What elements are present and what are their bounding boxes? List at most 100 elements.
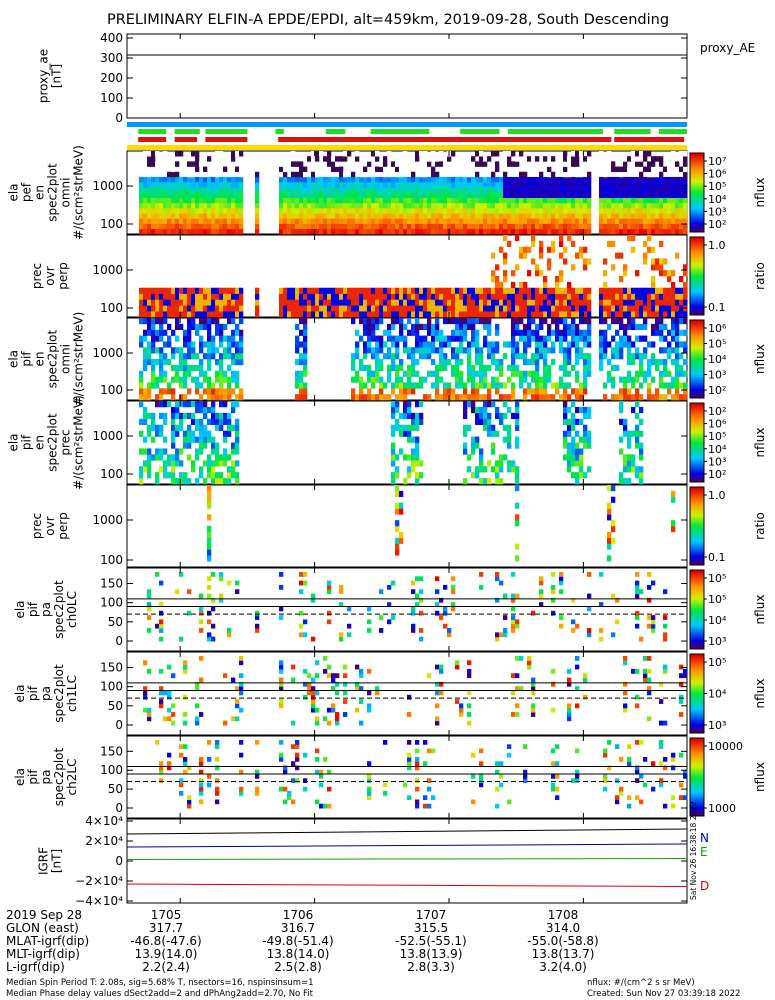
elaperf-omni-cell [471,156,476,162]
elapif-omni-cell [411,329,416,336]
elaperf-omni-cell [527,213,532,219]
elaperf-omni-cell [551,156,556,162]
elaperf-omni-cell [667,182,672,188]
prec-ovr-perp-i-cbar-cell [690,508,704,511]
pa-ch0-cell [635,610,640,616]
elaperf-omni-cell [179,166,184,173]
elapif-prec-cell [219,418,224,426]
elapif-omni-cell [411,388,416,395]
elaperf-omni-cell [235,223,240,230]
elapif-omni-cell [407,329,412,336]
elaperf-omni-cell [543,213,548,219]
prec-ovr-perp-e-cell [311,305,316,312]
elaperf-omni-cell [375,187,380,193]
elapif-omni-cell [559,335,564,342]
elapif-omni-cell [511,341,516,348]
prec-ovr-perp-e-cell [683,281,688,289]
elaperf-omni-cell [675,228,680,235]
elaperf-omni-cell [563,176,568,183]
pa-ch1-cell [551,707,556,713]
elaperf-omni-cell [503,202,508,209]
pa-ch0-cell [559,576,564,582]
elapif-omni-cell [455,318,460,325]
prec-ovr-perp-e-cell [299,305,304,312]
pa-ch1-cell [163,690,168,696]
prec-ovr-perp-e-cell [683,311,688,318]
elaperf-omni-cell [463,161,468,167]
pa-ch0-cell [415,593,420,599]
pa-ch0-cell [599,628,604,633]
elaperf-omni-cell [323,182,328,188]
elapif-omni-cell [483,323,488,331]
elaperf-omni-cell [191,171,196,178]
elaperf-omni-cell [503,197,508,204]
elaperf-omni-cell [343,213,348,219]
pa-ch0-cell [531,610,536,616]
elapif-prec-cbar-cell [690,460,704,463]
pa-ch0-cbar-cell [690,629,704,632]
elaperf-omni-cell [483,176,488,183]
elaperf-omni-cell [507,218,512,224]
elapif-omni-cell [579,329,584,336]
pa-ch1-cell [235,686,240,691]
prec-ovr-perp-e-cell [575,299,580,306]
elaperf-omni-cell [279,197,284,204]
elapif-omni-cell [667,388,672,395]
elapif-omni-cell [559,341,564,348]
prec-ovr-perp-e-cell [511,305,516,312]
elaperf-omni-cell [607,182,612,188]
elaperf-omni-cell [235,151,240,157]
elaperf-omni-cell [299,192,304,198]
pa-ch0-cell [147,589,152,595]
elaperf-omni-cell [583,187,588,193]
pa-ch1-cell [279,660,284,666]
elaperf-omni-cell [615,187,620,193]
elapif-omni-cell [191,353,196,360]
prec-ovr-perp-i-cbar-cell [690,488,704,492]
elaperf-omni-cell [483,218,488,224]
elapif-omni-cell [471,376,476,383]
elapif-omni-cell [439,335,444,342]
elapif-omni-cell [651,341,656,348]
elapif-omni-cell [439,364,444,372]
elapif-omni-cell [235,347,240,354]
elapif-prec-cell [395,472,400,479]
elaperf-omni-cell [375,213,380,219]
elapif-omni-cell [567,353,572,360]
elapif-prec-cbar-cell [690,422,704,426]
pa-ch0-cbar-cell [690,597,704,601]
elaperf-omni-cbar-tick-label: 10⁶ [708,168,727,181]
elaperf-omni-cell [619,213,624,219]
elaperf-omni-cell [455,218,460,224]
elapif-omni-cell [519,382,524,389]
pa-ch1-cell [643,677,648,683]
elapif-prec-cell [635,442,640,449]
prec-ovr-perp-i-ytick-label: 100 [100,553,123,567]
elapif-omni-cell [639,335,644,342]
elaperf-omni-cell [331,182,336,188]
elaperf-omni-cell [583,213,588,219]
elapif-prec-cell [415,448,420,455]
elaperf-omni-cell [323,213,328,219]
elaperf-omni-cell [627,156,632,162]
elapif-omni-cell [503,394,508,401]
elapif-omni-cell [175,323,180,331]
elapif-omni-cell [187,364,192,372]
elaperf-omni-cell [291,176,296,183]
prec-ovr-perp-e-cell [603,293,608,300]
prec-ovr-perp-i-cell [607,508,612,515]
elaperf-omni-cell [399,187,404,193]
elapif-omni-cell [511,382,516,389]
elaperf-omni-cell [415,208,420,214]
elaperf-omni-cell [279,223,284,230]
prec-ovr-perp-e-cell [375,287,380,294]
elapif-prec-cell [639,454,644,461]
prec-ovr-perp-e-cell [663,287,668,294]
elapif-prec-cell [471,472,476,479]
elaperf-omni-cell [255,208,260,214]
elaperf-omni-cell [159,197,164,204]
pa-ch0-cell [559,572,564,577]
elaperf-omni-cell [395,202,400,209]
prec-ovr-perp-e-cell [611,240,616,248]
prec-ovr-perp-i-cell [207,490,212,498]
